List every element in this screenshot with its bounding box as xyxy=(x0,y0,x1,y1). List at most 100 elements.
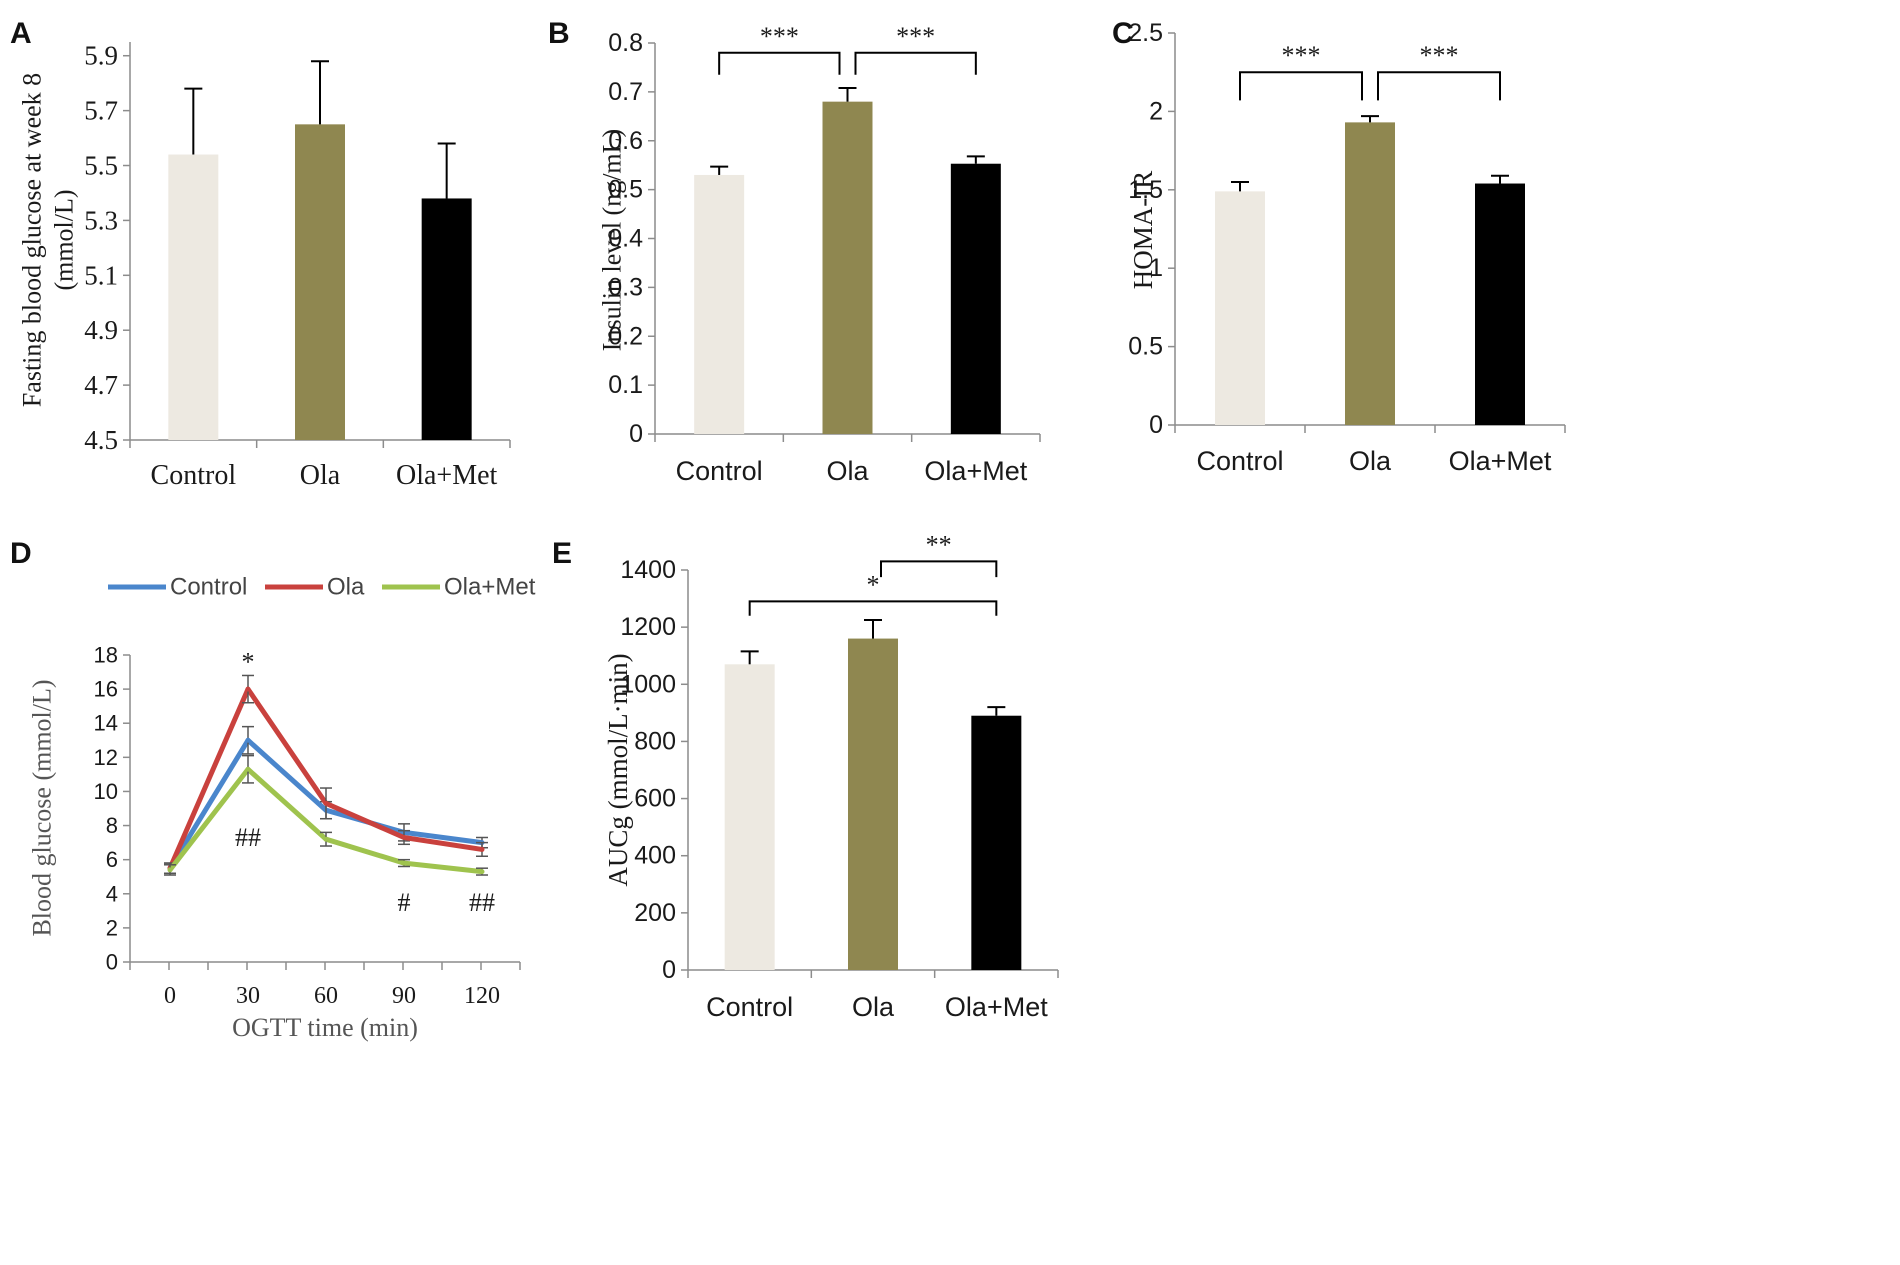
series-line-ola-met xyxy=(168,766,483,875)
panel-c: C 0 0.5 1 1.5 2 2.5 Control Ola Ola+Met *** *** HOMA… xyxy=(1112,17,1566,476)
y-tick-label: 0.5 xyxy=(1128,333,1163,361)
bar-control xyxy=(168,154,219,440)
panel-letter: C xyxy=(1112,17,1134,50)
y-axis-label: (mmol/L) xyxy=(49,189,78,290)
significance-label: * xyxy=(242,647,255,676)
x-category-label: Control xyxy=(706,992,793,1022)
y-axis-label: Fasting blood glucose at week 8 xyxy=(17,73,46,407)
data-point xyxy=(401,834,407,840)
panel-e: E 0 200 400 600 800 1000 1200 1400 Control Ola Ola+… xyxy=(552,530,1059,1022)
significance-bracket xyxy=(718,51,841,75)
y-tick-label: 0.1 xyxy=(608,371,643,399)
bar-ola xyxy=(1345,122,1395,425)
y-tick-label: 1000 xyxy=(620,670,676,698)
y-tick-label: 5.5 xyxy=(84,151,118,181)
y-tick-label: 0 xyxy=(629,420,643,448)
y-tick-label: 4.5 xyxy=(84,425,118,455)
x-tick-label: 30 xyxy=(236,983,260,1009)
x-category-label: Control xyxy=(151,460,237,491)
x-tick-label: 60 xyxy=(314,983,338,1009)
x-tick-label: 0 xyxy=(164,983,176,1009)
y-tick-label: 600 xyxy=(634,785,676,813)
y-tick-label: 0.7 xyxy=(608,78,643,106)
bar-control xyxy=(694,174,745,434)
significance-bracket xyxy=(748,600,998,616)
legend-label: Ola+Met xyxy=(444,574,536,601)
x-category-label: Ola+Met xyxy=(396,460,498,491)
panel-d: D Control Ola Ola+Met 0 2 4 6 8 10 12 14 16 18 0 30 60 90… xyxy=(10,537,536,1042)
panel-letter: E xyxy=(552,537,572,570)
significance-label: *** xyxy=(1420,41,1459,70)
panel-a: A 4.5 4.7 4.9 5.1 5.3 5.5 5.7 5.9 Control Ola Ola+M… xyxy=(10,17,511,491)
y-tick-label: 0.5 xyxy=(608,176,643,204)
y-tick-label: 2.5 xyxy=(1128,19,1163,47)
y-axis-label: Insulin level (ng/mL) xyxy=(597,129,626,351)
y-tick-label: 2 xyxy=(1149,97,1163,125)
x-category-label: Ola+Met xyxy=(1449,446,1552,476)
x-category-label: Ola xyxy=(1349,446,1392,476)
bar-ola-met xyxy=(950,163,1001,434)
y-tick-label: 10 xyxy=(94,779,118,804)
significance-bracket xyxy=(1377,71,1501,101)
panel-letter: A xyxy=(10,17,32,50)
significance-bracket xyxy=(1239,71,1363,101)
bar-ola xyxy=(295,124,345,441)
y-tick-label: 0.4 xyxy=(608,225,643,253)
bar-ola xyxy=(822,101,873,435)
y-tick-label: 4.7 xyxy=(84,370,118,400)
y-tick-label: 18 xyxy=(94,643,118,668)
x-category-label: Ola+Met xyxy=(945,992,1048,1022)
y-axis-label: Blood glucose (mmol/L) xyxy=(28,679,57,936)
legend-label: Control xyxy=(170,574,247,601)
bar-ola xyxy=(848,638,898,970)
significance-label: # xyxy=(398,888,411,917)
y-tick-label: 1200 xyxy=(620,613,676,641)
significance-label: * xyxy=(867,570,880,599)
x-tick-label: 120 xyxy=(464,983,500,1009)
significance-label: ## xyxy=(469,888,495,917)
y-tick-label: 16 xyxy=(94,677,118,702)
y-tick-label: 200 xyxy=(634,899,676,927)
y-tick-label: 8 xyxy=(106,813,118,838)
y-tick-label: 12 xyxy=(94,745,118,770)
significance-bracket xyxy=(880,560,998,578)
x-category-label: Ola+Met xyxy=(924,456,1027,486)
data-point xyxy=(245,766,251,772)
x-category-label: Ola xyxy=(852,992,895,1022)
x-category-label: Ola xyxy=(300,460,341,491)
panel-letter: B xyxy=(548,17,570,50)
significance-bracket xyxy=(854,51,977,75)
y-axis-label: HOMA-IR xyxy=(1128,171,1158,290)
significance-label: ** xyxy=(926,530,952,559)
x-category-label: Control xyxy=(1196,446,1283,476)
data-point xyxy=(323,836,329,842)
y-tick-label: 5.7 xyxy=(84,96,118,126)
bar-ola-met xyxy=(1475,183,1525,425)
y-tick-label: 0.2 xyxy=(608,322,643,350)
data-point xyxy=(323,800,329,806)
y-tick-label: 1 xyxy=(1149,254,1163,282)
data-point xyxy=(479,869,485,875)
y-tick-label: 5.3 xyxy=(84,205,118,235)
y-tick-label: 5.1 xyxy=(84,260,118,290)
y-axis-label: AUCg (mmol/L·min) xyxy=(603,653,633,886)
bar-control xyxy=(724,664,775,970)
y-tick-label: 400 xyxy=(634,842,676,870)
x-category-label: Control xyxy=(676,456,763,486)
bar-control xyxy=(1215,191,1265,425)
data-point xyxy=(401,860,407,866)
x-axis-label: OGTT time (min) xyxy=(232,1013,418,1042)
y-tick-label: 1400 xyxy=(620,556,676,584)
data-point xyxy=(479,846,485,852)
panel-b: B 0 0.1 0.2 0.3 0.4 0.5 0.6 0.7 0.8 Control Ola Ola+… xyxy=(548,17,1041,486)
bar-ola-met xyxy=(421,198,472,440)
y-tick-label: 0.8 xyxy=(608,29,643,57)
bar-ola-met xyxy=(971,715,1022,970)
data-point xyxy=(245,686,251,692)
y-tick-label: 1.5 xyxy=(1128,176,1163,204)
y-tick-label: 4 xyxy=(106,881,118,906)
y-tick-label: 0 xyxy=(106,950,118,975)
y-tick-label: 800 xyxy=(634,727,676,755)
data-point xyxy=(245,737,251,743)
